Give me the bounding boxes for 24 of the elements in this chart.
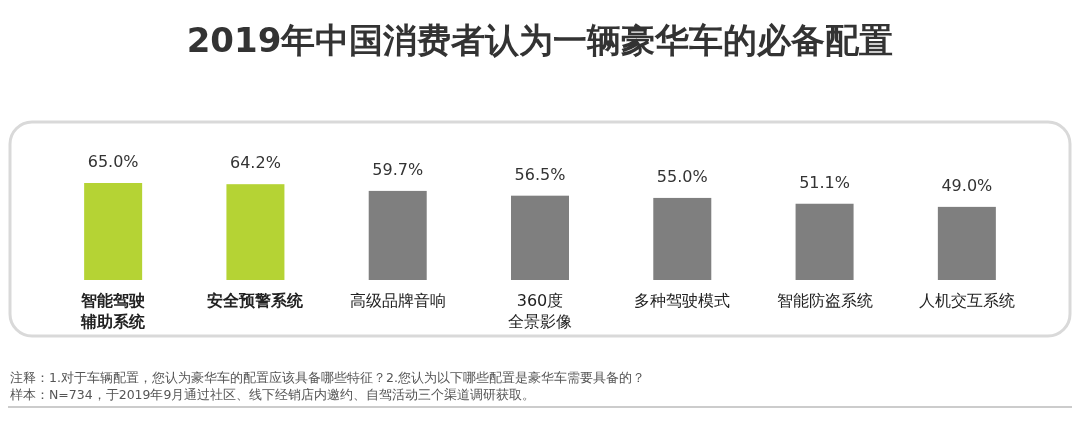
bar [653,197,712,280]
bar [84,183,143,280]
data-label: 55.0% [656,166,708,186]
bar [511,195,569,280]
bar [368,190,427,280]
x-tick-label: 360度全景影像 [508,291,572,331]
x-tick-label: 多种驾驶模式 [634,291,731,310]
data-label: 56.5% [514,164,566,184]
x-tick-label: 智能防盗系统 [776,291,873,310]
bar [937,206,996,280]
x-tick-label: 人机交互系统 [918,291,1015,310]
data-label: 65.0% [87,152,139,171]
data-label: 51.1% [799,172,850,192]
data-label: 49.0% [941,175,993,195]
x-tick-label: 智能驾驶辅助系统 [80,291,147,331]
chart-title: 2019年中国消费者认为一辆豪华车的必备配置 [186,20,894,60]
data-label: 64.2% [230,153,281,173]
x-tick-label: 高级品牌音响 [349,291,446,310]
data-label: 59.7% [372,159,424,179]
text: 注释：1.对于车辆配置，您认为豪华车的配置应该具备哪些特征？2.您认为以下哪些配置是豪华车需要具备的？ [10,370,645,385]
bar [795,203,854,280]
text: 样本：N=734，于2019年9月通过社区、线下经销店内邀约、自驾活动三个渠道调研获取。 [10,387,536,402]
x-tick-label: 安全预警系统 [207,291,305,310]
bar [226,184,285,280]
